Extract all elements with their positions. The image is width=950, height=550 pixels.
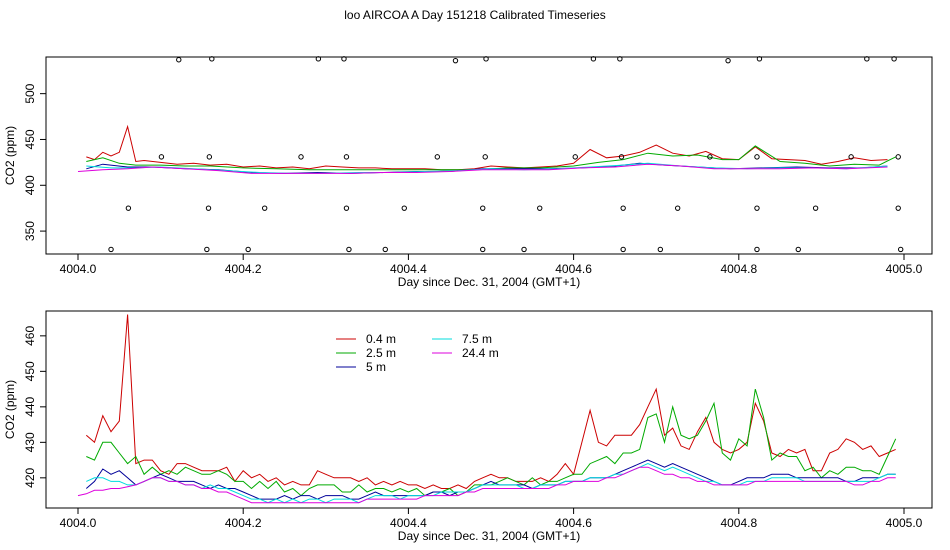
top-panel: 4004.0 4004.2 4004.4 4004.6 4004.8 4005.0 350 4…: [3, 56, 933, 289]
x-tick-label: 4004.2: [225, 516, 262, 530]
data-marker: [521, 246, 527, 253]
data-marker: [617, 56, 623, 62]
page-title: loo AIRCOA A Day 151218 Calibrated Times…: [344, 8, 606, 22]
x-tick-label: 4004.8: [720, 516, 757, 530]
data-marker: [754, 205, 760, 211]
y-tick-label: 450: [23, 129, 37, 149]
data-marker: [620, 246, 626, 253]
x-tick-label: 4004.0: [60, 516, 97, 530]
x-tick-label: 4004.6: [555, 516, 592, 530]
data-marker: [158, 154, 165, 160]
x-tick-label: 4005.0: [886, 262, 923, 276]
legend-label: 7.5 m: [462, 332, 492, 346]
x-axis-label: Day since Dec. 31, 2004 (GMT+1): [398, 275, 580, 289]
y-tick-label: 460: [23, 326, 37, 346]
x-tick-label: 4004.4: [390, 516, 427, 530]
plot-frame: [45, 56, 933, 255]
data-marker: [725, 57, 731, 64]
x-tick-label: 4004.4: [390, 262, 427, 276]
data-marker: [261, 205, 268, 211]
data-marker: [401, 205, 407, 211]
data-marker: [480, 246, 486, 253]
data-marker: [382, 246, 388, 253]
y-tick-label: 430: [23, 432, 37, 452]
y-axis-label: CO2 (ppm): [3, 126, 17, 185]
data-marker: [572, 154, 578, 160]
data-marker: [795, 246, 801, 253]
y-tick-label: 420: [23, 467, 37, 487]
data-marker: [864, 56, 870, 62]
data-marker: [891, 56, 897, 62]
data-marker: [343, 154, 350, 160]
x-axis-label: Day since Dec. 31, 2004 (GMT+1): [398, 529, 580, 543]
data-marker: [298, 154, 304, 160]
data-marker: [657, 246, 664, 253]
data-marker: [754, 246, 760, 253]
data-marker: [674, 205, 681, 211]
data-marker: [343, 205, 350, 211]
data-marker: [812, 205, 819, 211]
data-marker: [341, 56, 347, 62]
x-tick-label: 4004.2: [225, 262, 262, 276]
data-marker: [618, 154, 625, 160]
data-marker: [848, 154, 854, 160]
x-tick-label: 4004.8: [720, 262, 757, 276]
data-marker: [346, 246, 352, 253]
data-marker: [125, 205, 132, 211]
series-line-7-5-m: [86, 463, 896, 504]
data-marker: [895, 154, 901, 160]
data-marker: [209, 56, 215, 62]
legend-label: 2.5 m: [366, 346, 396, 360]
data-marker: [108, 246, 114, 253]
x-tick-label: 4005.0: [886, 516, 923, 530]
legend-label: 5 m: [366, 360, 386, 374]
data-marker: [537, 205, 543, 211]
y-axis-label: CO2 (ppm): [3, 380, 17, 439]
series-line-24-4-m: [77, 466, 896, 504]
series-line-0-4-m: [85, 314, 896, 490]
data-marker: [483, 56, 489, 62]
data-marker: [176, 57, 182, 63]
y-tick-label: 350: [23, 221, 37, 241]
data-marker: [480, 205, 486, 211]
y-tick-label: 440: [23, 397, 37, 417]
data-marker: [754, 154, 760, 160]
data-marker: [756, 56, 763, 62]
data-marker: [590, 56, 597, 62]
data-marker: [897, 246, 904, 253]
data-marker: [452, 57, 459, 64]
data-marker: [482, 154, 488, 160]
y-tick-label: 500: [23, 83, 37, 103]
series-line-4: [77, 163, 888, 174]
data-marker: [315, 56, 322, 62]
data-marker: [205, 205, 212, 211]
y-tick-label: 450: [23, 361, 37, 381]
series-line-2-5-m: [86, 388, 897, 497]
legend-label: 24.4 m: [462, 346, 499, 360]
data-marker: [895, 205, 901, 211]
x-tick-label: 4004.0: [60, 262, 97, 276]
series-line-0: [86, 124, 888, 171]
legend-label: 0.4 m: [366, 332, 396, 346]
series-line-1: [86, 145, 896, 171]
bottom-panel: 4004.0 4004.2 4004.4 4004.6 4004.8 4005.0 420 4…: [3, 310, 933, 543]
plot-frame: [45, 310, 933, 509]
series-line-5-m: [85, 459, 896, 500]
data-marker: [620, 205, 626, 211]
y-tick-label: 400: [23, 175, 37, 195]
data-marker: [434, 154, 441, 160]
data-marker: [245, 246, 251, 253]
x-tick-label: 4004.6: [555, 262, 592, 276]
data-marker: [707, 154, 713, 160]
data-marker: [204, 246, 210, 253]
data-marker: [206, 154, 213, 160]
